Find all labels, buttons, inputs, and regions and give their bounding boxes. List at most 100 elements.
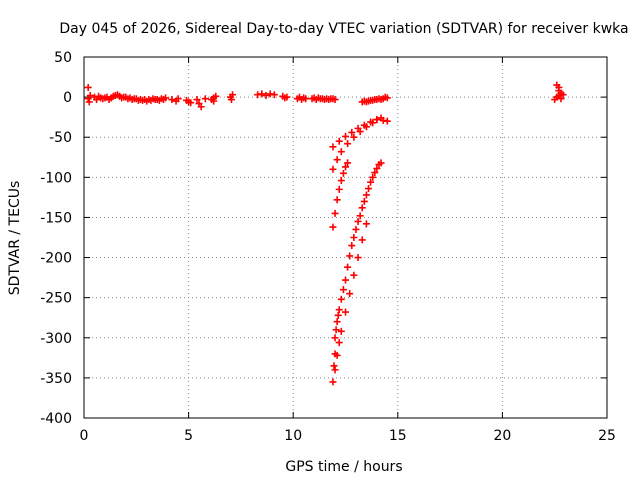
x-tick-label: 10 <box>284 428 302 444</box>
data-point <box>229 91 237 99</box>
data-point <box>342 276 349 284</box>
data-point <box>383 117 391 125</box>
data-point <box>333 318 341 326</box>
data-point <box>212 92 220 100</box>
data-point <box>346 252 354 260</box>
data-point <box>356 128 364 136</box>
data-point <box>337 177 345 185</box>
y-tick-label: -50 <box>49 130 72 146</box>
data-point <box>344 263 352 271</box>
data-point <box>333 196 341 204</box>
y-tick-label: 0 <box>63 90 72 106</box>
y-tick-label: 50 <box>54 50 72 66</box>
data-point <box>329 143 337 151</box>
data-point <box>350 271 358 279</box>
data-point <box>335 137 343 145</box>
data-point <box>559 91 567 99</box>
data-point <box>331 96 339 104</box>
data-point <box>352 225 360 233</box>
data-point <box>330 362 338 370</box>
data-point <box>193 96 201 104</box>
data-point <box>339 286 347 294</box>
data-point <box>337 327 345 335</box>
data-point <box>373 165 381 173</box>
data-point <box>342 163 349 171</box>
data-point <box>210 97 218 105</box>
data-point <box>270 91 278 99</box>
data-point <box>168 96 176 104</box>
data-point <box>354 254 362 262</box>
x-tick-label: 0 <box>80 428 89 444</box>
y-tick-label: -300 <box>40 331 72 347</box>
data-point <box>362 191 370 199</box>
y-tick-label: -250 <box>40 291 72 307</box>
data-point <box>360 197 368 205</box>
data-point <box>329 165 337 173</box>
data-point <box>362 123 370 131</box>
data-point <box>333 351 341 359</box>
y-tick-label: -400 <box>40 411 72 427</box>
x-tick-label: 15 <box>389 428 407 444</box>
data-point <box>354 217 362 225</box>
data-point <box>369 173 377 181</box>
data-point <box>342 132 349 140</box>
data-point <box>339 169 347 177</box>
chart-title: Day 045 of 2026, Sidereal Day-to-day VTE… <box>59 21 628 37</box>
data-point <box>262 92 270 100</box>
data-points <box>84 81 567 386</box>
data-point <box>197 103 205 111</box>
data-point <box>344 140 352 148</box>
data-point <box>350 133 358 141</box>
data-point <box>329 378 337 386</box>
grid-lines <box>84 57 607 418</box>
data-point <box>331 366 339 374</box>
data-point <box>302 95 310 103</box>
data-point <box>283 93 291 101</box>
data-point <box>331 334 339 342</box>
data-point <box>335 306 343 314</box>
data-point <box>84 83 92 91</box>
data-point <box>334 311 342 319</box>
data-point <box>362 220 370 228</box>
y-tick-label: -350 <box>40 371 72 387</box>
data-point <box>187 99 195 107</box>
data-point <box>254 91 262 99</box>
x-tick-label: 5 <box>184 428 193 444</box>
data-point <box>369 119 377 127</box>
data-point <box>348 242 356 250</box>
data-point <box>350 234 358 241</box>
y-axis-label: SDTVAR / TECUs <box>7 181 23 296</box>
data-point <box>365 185 373 193</box>
data-point <box>551 96 559 104</box>
data-point <box>344 159 352 167</box>
data-point <box>358 236 366 244</box>
data-point <box>371 169 379 177</box>
data-point <box>332 326 340 334</box>
data-point <box>367 178 375 186</box>
data-point <box>331 209 339 217</box>
data-point <box>329 223 337 231</box>
data-point <box>337 148 345 156</box>
data-point <box>337 295 345 303</box>
data-point <box>201 95 209 103</box>
axis-ticks: 0 5 10 15 20 25 50 0 -50 -100 -150 -200 -250 -300 -350… <box>40 50 616 444</box>
data-point <box>335 185 343 193</box>
data-point <box>227 96 235 104</box>
x-tick-label: 25 <box>598 428 616 444</box>
y-tick-label: -200 <box>40 251 72 267</box>
data-point <box>356 212 364 220</box>
data-point <box>266 90 274 98</box>
data-point <box>342 308 349 316</box>
data-point <box>377 159 385 167</box>
data-point <box>373 116 381 124</box>
data-point <box>174 95 182 103</box>
data-point <box>258 90 266 98</box>
data-point <box>85 98 93 106</box>
data-point <box>335 339 343 347</box>
x-axis-label: GPS time / hours <box>285 459 402 475</box>
data-point <box>377 114 385 122</box>
data-point <box>333 156 341 164</box>
data-point <box>162 94 170 102</box>
data-point <box>348 128 356 136</box>
